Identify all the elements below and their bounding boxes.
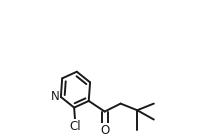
- Text: O: O: [100, 124, 109, 137]
- Text: N: N: [51, 90, 60, 104]
- Text: Cl: Cl: [70, 120, 81, 133]
